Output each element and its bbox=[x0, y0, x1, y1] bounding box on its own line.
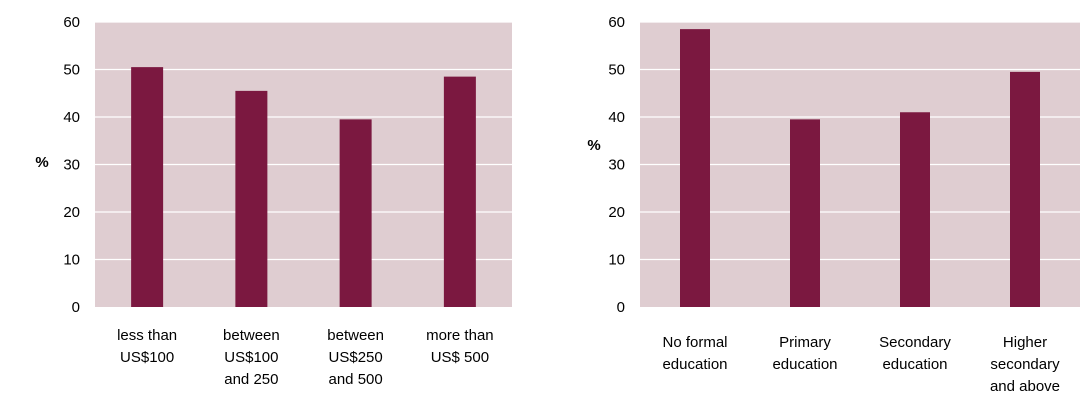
income-category-label: more than US$ 500 bbox=[426, 327, 494, 366]
income-y-tick-label: 50 bbox=[63, 62, 80, 79]
income-bar bbox=[339, 119, 372, 307]
education-bar bbox=[680, 29, 710, 307]
income-category-label: between US$250 and 500 bbox=[327, 327, 384, 388]
income-category-label: between US$100 and 250 bbox=[223, 327, 280, 388]
education-y-tick-label: 10 bbox=[608, 252, 625, 269]
income-bar bbox=[131, 67, 164, 307]
education-chart-panel: 0 10 20 30 40 50 60% No formal education Primary e… bbox=[560, 0, 1084, 410]
education-bar bbox=[1010, 71, 1040, 307]
education-y-tick-label: 0 bbox=[617, 299, 625, 316]
education-y-tick-label: 40 bbox=[608, 109, 625, 126]
education-y-tick-label: 20 bbox=[608, 204, 625, 221]
education-category-label: No formal education bbox=[662, 334, 727, 373]
income-y-tick-label: 30 bbox=[63, 157, 80, 174]
income-y-tick-label: 0 bbox=[72, 299, 80, 316]
income-bar-chart: 0 10 20 30 40 50 60% less than US$100 between US$1… bbox=[35, 14, 512, 388]
education-bar-chart: 0 10 20 30 40 50 60% No formal education Primary e… bbox=[587, 14, 1080, 395]
income-y-tick-label: 60 bbox=[63, 14, 80, 31]
education-y-axis-label: % bbox=[587, 137, 600, 154]
income-category-label: less than US$100 bbox=[117, 327, 177, 366]
education-bar bbox=[900, 112, 930, 307]
education-category-label: Primary education bbox=[772, 334, 837, 373]
income-bar bbox=[235, 90, 268, 307]
education-y-tick-label: 30 bbox=[608, 157, 625, 174]
income-y-tick-label: 10 bbox=[63, 252, 80, 269]
education-category-label: Secondary education bbox=[879, 334, 951, 373]
income-chart-panel: 0 10 20 30 40 50 60% less than US$100 between US$1… bbox=[0, 0, 540, 410]
education-bar bbox=[790, 119, 820, 307]
income-y-axis-label: % bbox=[35, 154, 48, 171]
education-y-tick-label: 50 bbox=[608, 62, 625, 79]
income-y-tick-label: 40 bbox=[63, 109, 80, 126]
education-category-label: Higher secondary and above bbox=[990, 334, 1060, 395]
education-y-tick-label: 60 bbox=[608, 14, 625, 31]
income-bar bbox=[443, 76, 476, 307]
income-y-tick-label: 20 bbox=[63, 204, 80, 221]
